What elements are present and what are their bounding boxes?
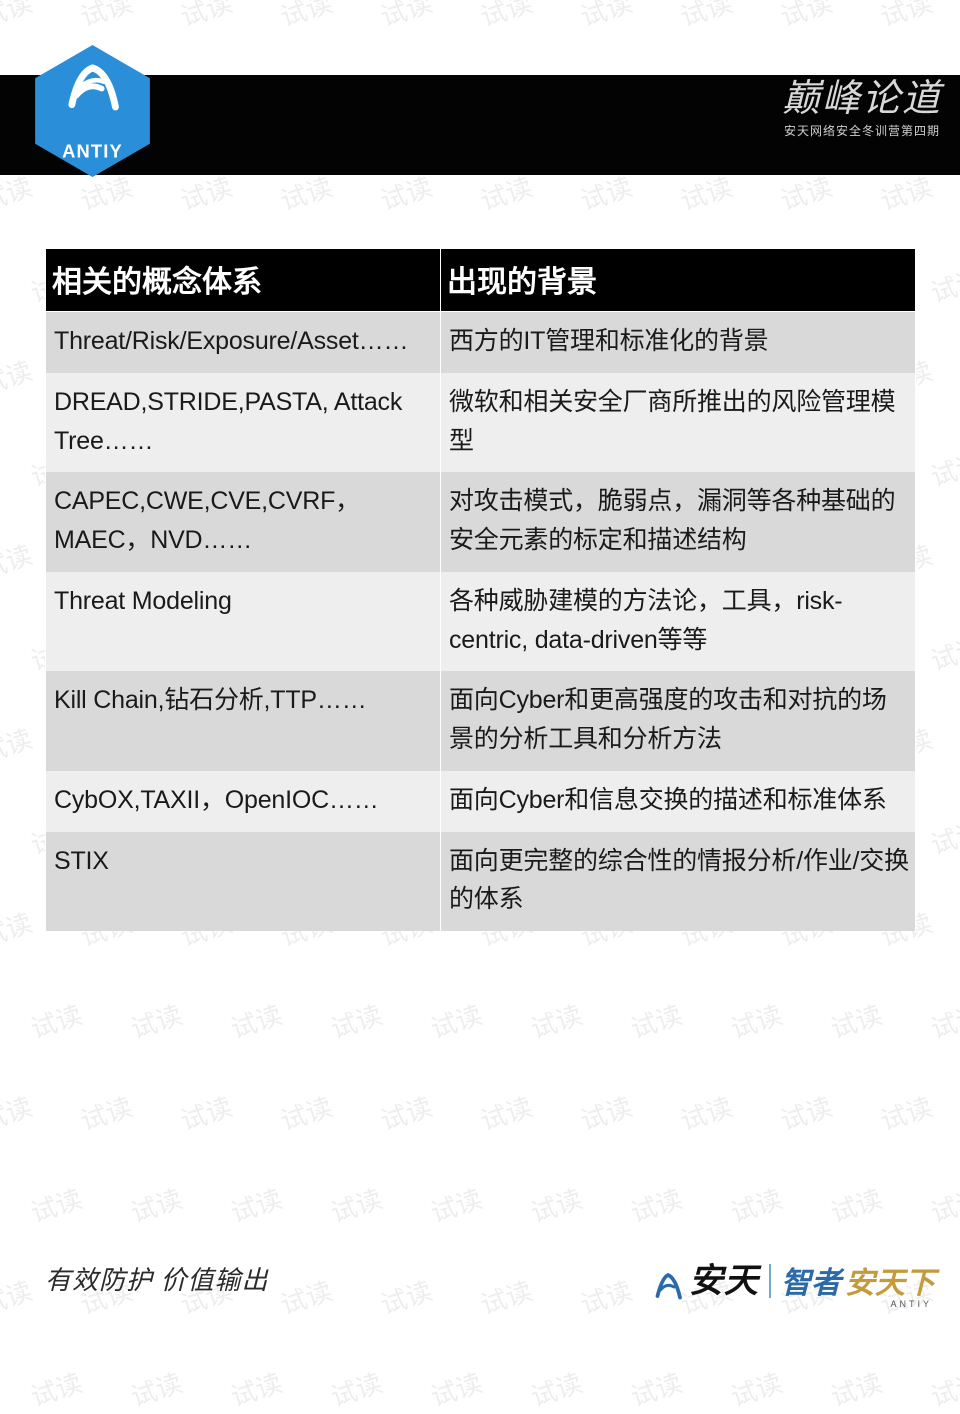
cell-concept: STIX — [46, 832, 441, 932]
table-row: Kill Chain,钻石分析,TTP……面向Cyber和更高强度的攻击和对抗的… — [46, 671, 916, 771]
header-subtitle: 安天网络安全冬训营第四期 — [782, 122, 942, 139]
footer-brand-text: 安天 — [689, 1253, 759, 1302]
footer-separator — [769, 1264, 771, 1298]
cell-concept: Threat/Risk/Exposure/Asset…… — [46, 312, 441, 373]
col-header-concept: 相关的概念体系 — [46, 249, 441, 312]
header-calligraphy: 巅峰论道 — [782, 80, 942, 118]
table-row: CAPEC,CWE,CVE,CVRF，MAEC，NVD……对攻击模式，脆弱点，漏… — [46, 472, 916, 572]
footer-right-brand: 安天 智者 安天下 — [653, 1253, 935, 1302]
cell-background: 面向Cyber和信息交换的描述和标准体系 — [441, 771, 916, 832]
concepts-table: 相关的概念体系 出现的背景 Threat/Risk/Exposure/Asset… — [45, 248, 916, 931]
table-row: CybOX,TAXII，OpenIOC……面向Cyber和信息交换的描述和标准体… — [46, 771, 916, 832]
concepts-table-wrap: 相关的概念体系 出现的背景 Threat/Risk/Exposure/Asset… — [45, 248, 915, 931]
cell-background: 各种威胁建模的方法论，工具，risk-centric, data-driven等… — [441, 572, 916, 672]
logo-text: ANTIY — [62, 140, 123, 161]
col-header-background: 出现的背景 — [441, 249, 916, 312]
footer-left-slogan: 有效防护 价值输出 — [45, 1260, 269, 1297]
footer-slogan-gold: 安天下 — [845, 1258, 935, 1302]
cell-concept: CAPEC,CWE,CVE,CVRF，MAEC，NVD…… — [46, 472, 441, 572]
cell-background: 西方的IT管理和标准化的背景 — [441, 312, 916, 373]
footer-tiny-label: ANTIY — [890, 1299, 932, 1309]
header-right-block: 巅峰论道 安天网络安全冬训营第四期 — [782, 80, 942, 139]
cell-background: 面向更完整的综合性的情报分析/作业/交换的体系 — [441, 832, 916, 932]
table-row: Threat Modeling各种威胁建模的方法论，工具，risk-centri… — [46, 572, 916, 672]
cell-concept: DREAD,STRIDE,PASTA, Attack Tree…… — [46, 373, 441, 473]
table-header-row: 相关的概念体系 出现的背景 — [46, 249, 916, 312]
table-row: DREAD,STRIDE,PASTA, Attack Tree……微软和相关安全… — [46, 373, 916, 473]
cell-concept: Threat Modeling — [46, 572, 441, 672]
cell-concept: CybOX,TAXII，OpenIOC…… — [46, 771, 441, 832]
cell-background: 对攻击模式，脆弱点，漏洞等各种基础的安全元素的标定和描述结构 — [441, 472, 916, 572]
cell-background: 微软和相关安全厂商所推出的风险管理模型 — [441, 373, 916, 473]
footer-slogan-blue: 智者 — [781, 1258, 841, 1302]
table-row: STIX面向更完整的综合性的情报分析/作业/交换的体系 — [46, 832, 916, 932]
cell-background: 面向Cyber和更高强度的攻击和对抗的场景的分析工具和分析方法 — [441, 671, 916, 771]
antiy-logo: ANTIY — [35, 45, 150, 177]
footer-logo-icon — [653, 1272, 683, 1302]
table-row: Threat/Risk/Exposure/Asset……西方的IT管理和标准化的… — [46, 312, 916, 373]
cell-concept: Kill Chain,钻石分析,TTP…… — [46, 671, 441, 771]
